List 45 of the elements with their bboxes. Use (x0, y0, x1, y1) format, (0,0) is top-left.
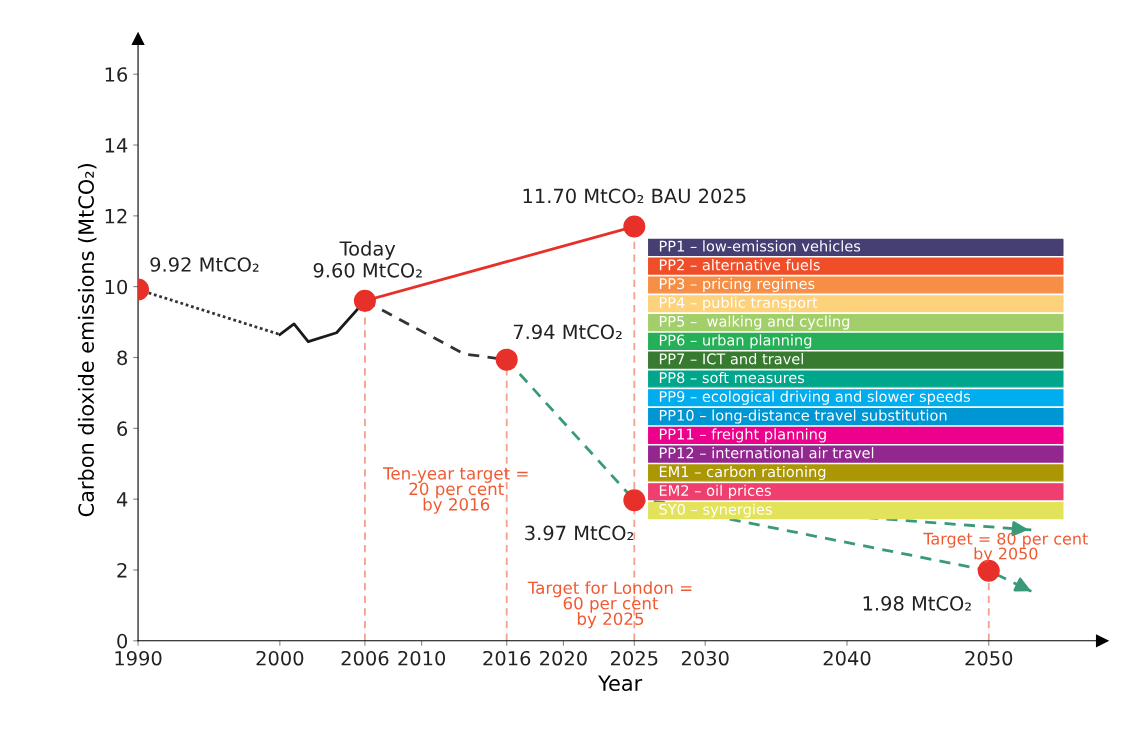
category-label: PP4 – public transport (659, 296, 818, 311)
annotation: Target for London = 60 per cent by 2025 (527, 581, 692, 629)
y-tick-label: 8 (117, 350, 128, 366)
x-tick-label: 1990 (115, 650, 162, 666)
y-tick-label: 2 (117, 562, 127, 578)
category-label: PP11 – freight planning (659, 428, 826, 443)
y-tick-label: 6 (117, 421, 128, 436)
x-tick-label: 2040 (823, 650, 871, 666)
category-label: PP8 – soft measures (659, 371, 805, 384)
x-axis-title: Year (598, 675, 643, 692)
category-label: PP6 – urban planning (659, 334, 812, 349)
y-tick-label: 12 (105, 208, 127, 224)
x-tick-label: 2010 (398, 650, 446, 666)
y-axis-title: Carbon dioxide emissions (MtCO₂) (77, 164, 97, 517)
x-tick-label: 2016 (483, 650, 531, 666)
category-label: PP7 – ICT and travel (659, 353, 803, 365)
y-tick-label: 10 (105, 279, 128, 295)
category-label: EM1 – carbon rationing (659, 465, 826, 481)
category-label: PP5 – walking and cycling (659, 315, 850, 330)
y-tick-label: 0 (117, 633, 128, 649)
x-tick-label: 2030 (681, 650, 729, 666)
category-label: PP12 – international air travel (659, 447, 874, 459)
x-tick-label: 2020 (540, 650, 587, 666)
category-label: PP1 – low-emission vehicles (659, 240, 861, 252)
data-label: 1.98 MtCO₂ (863, 596, 971, 611)
y-tick-label: 14 (105, 138, 128, 153)
data-label: Today 9.60 MtCO₂ (313, 240, 422, 278)
data-label: 11.70 MtCO₂ BAU 2025 (523, 188, 746, 204)
x-tick-label: 2006 (341, 650, 389, 666)
category-label: PP9 – ecological driving and slower speeds (659, 390, 970, 405)
category-label: PP3 – pricing regimes (659, 277, 815, 293)
x-tick-label: 2025 (610, 650, 658, 666)
y-tick-label: 16 (105, 67, 128, 82)
annotation: Target = 80 per cent by 2050 (923, 532, 1088, 563)
category-label: EM2 – oil prices (659, 484, 771, 499)
category-label: SY0 – synergies (659, 503, 772, 518)
data-label: 7.94 MtCO₂ (513, 324, 622, 340)
category-label: PP10 – long-distance travel substitution (659, 409, 947, 424)
x-tick-label: 2050 (965, 650, 1013, 666)
data-label: 9.92 MtCO₂ (150, 257, 259, 272)
y-tick-label: 4 (116, 492, 128, 507)
category-label: PP2 – alternative fuels (659, 259, 820, 271)
annotation: Ten-year target = 20 per cent by 2016 (383, 467, 528, 514)
data-label: 3.97 MtCO₂ (525, 525, 634, 541)
x-tick-label: 2000 (256, 650, 304, 666)
